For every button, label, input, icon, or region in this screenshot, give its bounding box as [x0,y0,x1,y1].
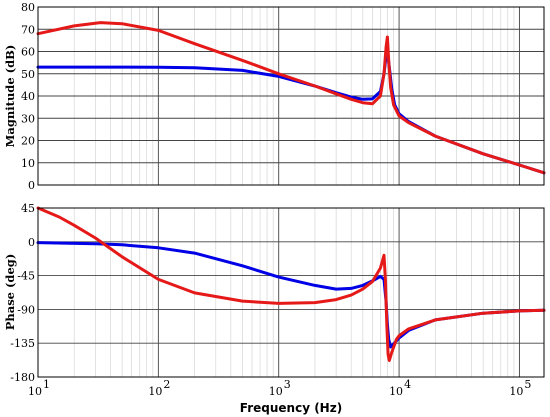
frequency-tick-label: 10 [509,385,523,398]
phase-y-tick-label: -180 [10,371,35,384]
magnitude-y-tick-label: 50 [21,68,35,81]
magnitude-y-tick-label: 40 [21,90,35,103]
magnitude-y-tick-label: 20 [21,135,35,148]
phase-grid [37,208,544,377]
magnitude-y-tick-label: 30 [21,112,35,125]
magnitude-series-line-2 [36,21,546,175]
frequency-tick-label: 10 [148,385,162,398]
magnitude-y-tick-labels: 0 10 20 30 40 50 60 70 80 [21,1,35,192]
magnitude-grid [37,7,544,185]
phase-y-tick-label: 0 [28,236,35,249]
magnitude-y-tick-label: 80 [21,1,35,14]
magnitude-y-tick-label: 70 [21,23,35,36]
magnitude-axis-label: Magnitude (dB) [3,45,17,148]
frequency-tick-exponent: 1 [43,378,50,391]
phase-y-tick-label: -45 [17,270,35,283]
frequency-tick-label: 10 [389,385,403,398]
frequency-tick-exponent: 3 [284,378,291,391]
magnitude-y-tick-label: 0 [28,179,35,192]
phase-y-tick-label: -135 [10,337,35,350]
magnitude-y-tick-label: 10 [21,157,35,170]
magnitude-series [36,21,546,175]
frequency-tick-exponent: 5 [524,378,531,391]
phase-y-tick-labels: 45 0 -45 -90 -135 -180 [10,202,35,384]
phase-y-tick-label: -90 [17,303,35,316]
frequency-tick-label: 10 [269,385,283,398]
phase-plot-frame [37,207,545,378]
phase-y-tick-label: 45 [21,202,35,215]
frequency-tick-exponent: 2 [163,378,170,391]
phase-series-line-2 [36,206,546,362]
phase-series-line-1 [36,241,546,349]
frequency-axis-label: Frequency (Hz) [240,401,342,415]
phase-axis-label: Phase (deg) [3,254,17,331]
magnitude-y-tick-label: 60 [21,46,35,59]
magnitude-series-line-1 [36,50,546,175]
phase-series [36,206,546,362]
magnitude-plot-frame [37,6,545,186]
frequency-tick-exponent: 4 [404,378,411,391]
frequency-tick-label: 10 [28,385,42,398]
